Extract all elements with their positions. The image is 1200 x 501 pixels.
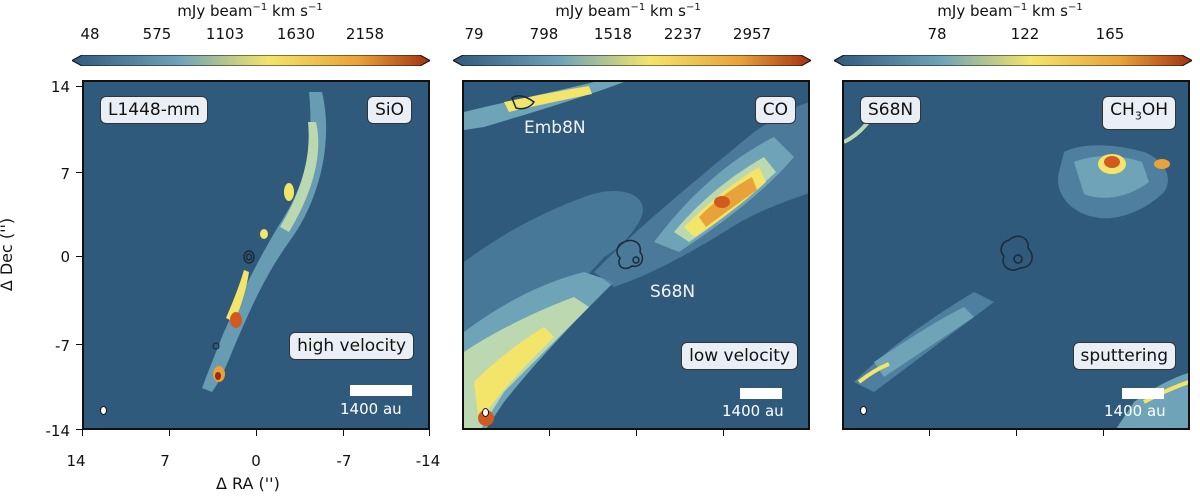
colorbar-tick: 1630: [276, 25, 316, 43]
y-tick-label: -7: [55, 337, 70, 355]
scale-bar: [350, 385, 412, 396]
colorbar-gradient: [834, 55, 1192, 66]
x-tick-mark: [549, 430, 550, 436]
y-tick-mark: [76, 429, 82, 430]
regime-label: low velocity: [681, 342, 798, 370]
colorbar-tick: 78: [927, 25, 947, 43]
y-tick-label: 7: [60, 165, 70, 183]
x-tick-mark: [343, 430, 344, 436]
x-tick-mark: [1016, 430, 1017, 436]
line-label: CO: [754, 96, 796, 124]
source-label: L1448-mm: [100, 96, 208, 124]
colorbar-gradient: [453, 55, 811, 66]
scale-bar-label: 1400 au: [1104, 402, 1166, 420]
y-tick-mark: [76, 256, 82, 257]
line-label: SiO: [367, 96, 412, 124]
x-axis-label: Δ RA (''): [216, 474, 280, 493]
map-panel-sio: L1448-mm SiO high velocity 1400 au: [82, 80, 430, 430]
regime-label: high velocity: [289, 332, 414, 360]
x-tick-mark: [929, 430, 930, 436]
x-tick-mark: [723, 430, 724, 436]
source-label: S68N: [860, 96, 922, 124]
y-tick-mark: [76, 86, 82, 87]
colorbar-gradient: [72, 55, 430, 66]
colorbar-tick: 2158: [345, 25, 385, 43]
colorbar-tick: 1518: [593, 25, 633, 43]
x-tick-label: 7: [160, 452, 170, 470]
beam-ellipse: [860, 406, 867, 415]
scale-bar-label: 1400 au: [340, 400, 402, 418]
map-panel-co: CO Emb8N S68N low velocity 1400 au: [462, 80, 810, 430]
colorbar-tick: 2237: [663, 25, 703, 43]
x-tick-mark: [1103, 430, 1104, 436]
beam-ellipse: [482, 408, 489, 417]
y-tick-mark: [76, 172, 82, 173]
colorbar-title: mJy beam−1 km s−1: [177, 2, 323, 20]
x-tick-mark: [169, 430, 170, 436]
colorbar-tick: 1103: [205, 25, 245, 43]
x-tick-mark: [82, 430, 83, 436]
colorbar-tick: 165: [1095, 25, 1125, 43]
x-tick-label: 14: [66, 452, 86, 470]
y-tick-label: 0: [60, 248, 70, 266]
colorbar-tick: 2957: [732, 25, 772, 43]
x-tick-label: -7: [336, 452, 352, 470]
y-axis-label: Δ Dec (''): [0, 217, 17, 291]
colorbar-tick: 122: [1010, 25, 1040, 43]
line-label: CH3OH: [1102, 96, 1176, 131]
x-tick-mark: [256, 430, 257, 436]
x-tick-label: -14: [415, 452, 441, 470]
colorbar-title: mJy beam−1 km s−1: [937, 2, 1083, 20]
map-panel-ch3oh: S68N CH3OH sputtering 1400 au: [842, 80, 1190, 430]
scale-bar: [1122, 388, 1164, 399]
beam-ellipse: [100, 406, 107, 415]
colorbar-tick: 798: [529, 25, 559, 43]
y-tick-label: -14: [45, 422, 71, 440]
co-emission-map: [464, 82, 808, 428]
scale-bar-label: 1400 au: [722, 402, 784, 420]
y-tick-mark: [76, 344, 82, 345]
ch3oh-emission-map: [844, 120, 1188, 428]
source-label-s68n: S68N: [650, 282, 696, 302]
colorbar-tick: 575: [142, 25, 172, 43]
source-label-emb8n: Emb8N: [524, 118, 586, 138]
x-tick-mark: [429, 430, 430, 436]
colorbar-tick: 79: [464, 25, 484, 43]
scale-bar: [740, 388, 782, 399]
sio-emission-map: [202, 92, 327, 392]
y-tick-label: 14: [50, 78, 70, 96]
regime-label: sputtering: [1072, 342, 1176, 370]
x-tick-label: 0: [251, 452, 261, 470]
colorbar-tick: 48: [80, 25, 100, 43]
x-tick-mark: [636, 430, 637, 436]
colorbar-title: mJy beam−1 km s−1: [555, 2, 701, 20]
